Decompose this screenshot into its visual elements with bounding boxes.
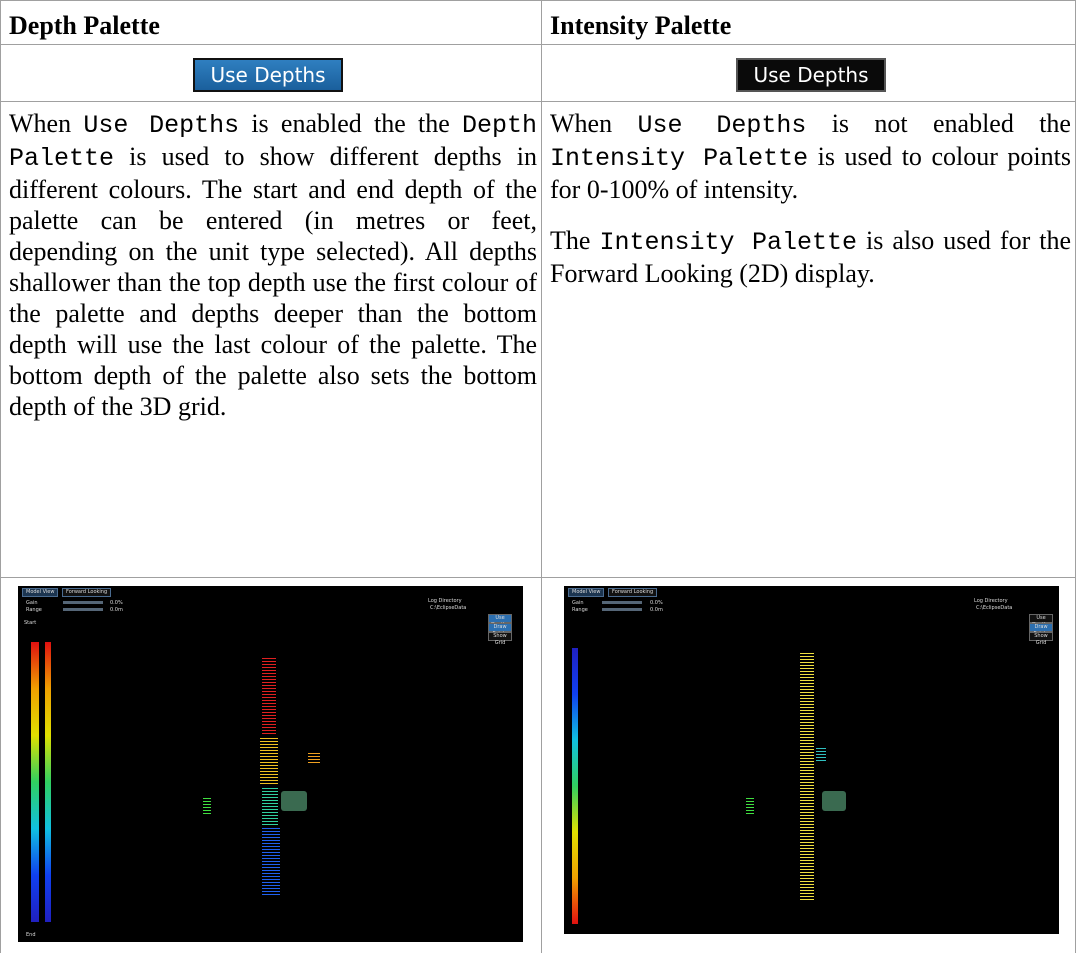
paragraph: The Intensity Palette is also used for t… (542, 219, 1075, 289)
points (262, 786, 278, 826)
text: The (550, 226, 599, 255)
points (816, 746, 826, 762)
code: Intensity Palette (599, 228, 857, 257)
points (800, 651, 814, 901)
code: Use Depths (83, 111, 239, 140)
paragraph: When Use Depths is not enabled the Inten… (542, 102, 1075, 205)
label: Log Directory (428, 598, 462, 604)
text-cell: When Use Depths is not enabled the Inten… (541, 101, 1076, 577)
header-cell: Depth Palette (0, 0, 541, 44)
use-depths-button: Use Depths (193, 58, 343, 92)
button-cell: Use Depths (0, 44, 541, 101)
option: Draw Points (1029, 623, 1053, 632)
label: End (26, 932, 36, 938)
tab: Model View (568, 588, 604, 597)
slider (63, 601, 103, 604)
palette-bar (572, 648, 578, 924)
label: Gain (26, 600, 38, 606)
text: When (9, 109, 83, 138)
tab: Forward Looking (62, 588, 111, 597)
code: Intensity Palette (550, 144, 808, 173)
paragraph: When Use Depths is enabled the the Depth… (1, 102, 541, 422)
label: Range (572, 607, 588, 613)
slider (63, 608, 103, 611)
label: C:\EclipseData (430, 605, 466, 611)
header: Depth Palette (9, 11, 160, 40)
option: Show Grid (1029, 632, 1053, 641)
label: Log Directory (974, 598, 1008, 604)
palette-bar (31, 642, 39, 922)
text-cell: When Use Depths is enabled the the Depth… (0, 101, 541, 577)
text: is used to show different depths in diff… (9, 142, 537, 421)
label: Range (26, 607, 42, 613)
text: is enabled the the (239, 109, 462, 138)
label: C:\EclipseData (976, 605, 1012, 611)
points (308, 751, 320, 763)
slider (602, 608, 642, 611)
text: When (550, 109, 637, 138)
value: 0.0m (650, 607, 663, 613)
tab: Model View (22, 588, 58, 597)
points (746, 796, 754, 814)
tab: Forward Looking (608, 588, 657, 597)
value: 0.0% (650, 600, 663, 606)
option: Draw Points (488, 623, 512, 632)
image-cell: Model View Forward Looking Gain Range 0.… (541, 577, 1076, 953)
option: Use Depths (488, 614, 512, 623)
label: Start (24, 620, 36, 626)
header-cell: Intensity Palette (541, 0, 1076, 44)
points (262, 826, 280, 896)
code: Use Depths (637, 111, 806, 140)
points (260, 736, 278, 786)
option: Show Grid (488, 632, 512, 641)
button-cell: Use Depths (541, 44, 1076, 101)
text: is not enabled the (806, 109, 1071, 138)
option: Use Depths (1029, 614, 1053, 623)
document: Depth Palette Intensity Palette Use Dept… (0, 0, 1076, 953)
use-depths-button: Use Depths (736, 58, 886, 92)
header: Intensity Palette (550, 11, 731, 40)
screenshot: Model View Forward Looking Gain Range 0.… (564, 586, 1059, 934)
value: 0.0% (110, 600, 123, 606)
points (262, 656, 276, 736)
value: 0.0m (110, 607, 123, 613)
vessel (281, 791, 307, 811)
slider (602, 601, 642, 604)
points (203, 796, 211, 814)
screenshot: Model View Forward Looking Gain Range 0.… (18, 586, 523, 942)
label: Gain (572, 600, 584, 606)
image-cell: Model View Forward Looking Gain Range 0.… (0, 577, 541, 953)
vessel (822, 791, 846, 811)
palette-bar (45, 642, 51, 922)
